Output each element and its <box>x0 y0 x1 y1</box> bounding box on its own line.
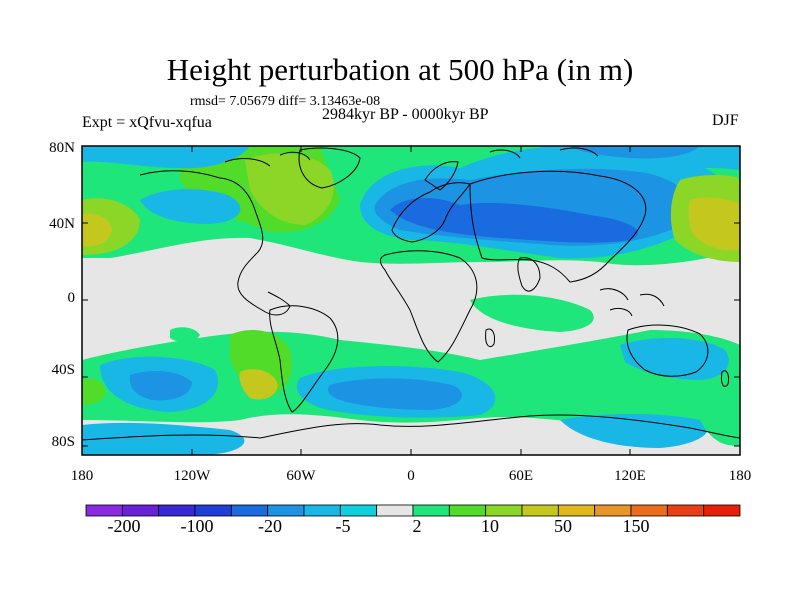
colorbar-label: 10 <box>481 516 499 536</box>
greenland-coast <box>298 147 361 189</box>
colorbar-swatch <box>594 504 632 517</box>
sh-yellow-patch <box>239 369 278 400</box>
season-label: DJF <box>712 112 739 129</box>
colorbar-swatch <box>121 504 160 517</box>
lon-label-60e: 60E <box>508 468 534 484</box>
nh-yellow-green <box>245 153 334 225</box>
madagascar-coast <box>485 328 495 348</box>
colorbar-label: -20 <box>258 516 282 536</box>
india-coast <box>517 257 541 292</box>
europe-blue-core <box>390 198 638 243</box>
arctic-islands <box>224 147 599 167</box>
australia-coast <box>626 324 709 377</box>
stats-text: rmsd= 7.05679 diff= 3.13463e-08 <box>190 94 381 109</box>
lat-label-80s: 80S <box>51 434 75 450</box>
arctic-blue-3 <box>570 146 700 159</box>
colorbar-swatch <box>85 504 123 517</box>
sh-low-antarctic-2 <box>560 414 708 448</box>
south-america-coast <box>269 305 339 413</box>
pacific-blue-low <box>140 189 241 224</box>
coastlines <box>82 147 740 441</box>
lon-label-0: 0 <box>407 468 415 484</box>
scandinavia-coast <box>424 161 459 191</box>
colorbar-swatch <box>703 504 741 517</box>
sh-green-edge-west <box>82 378 106 405</box>
lon-label-60w: 60W <box>286 468 316 484</box>
lat-label-40n: 40N <box>49 216 75 232</box>
height-perturbation-field <box>82 146 740 455</box>
lat-label-40s: 40S <box>51 362 75 378</box>
colorbar-swatch <box>230 504 269 517</box>
colorbar-swatch <box>267 504 305 517</box>
map-title: Height perturbation at 500 hPa (in m) <box>166 52 634 87</box>
se-asia-islands <box>599 288 665 317</box>
colorbar-swatch <box>557 504 596 517</box>
colorbar-swatch <box>412 504 450 517</box>
antarctica-coast <box>82 414 740 441</box>
sh-tropical-green <box>470 294 594 332</box>
colorbar-swatch <box>376 504 414 517</box>
colorbar-label: 150 <box>622 516 650 536</box>
sh-low-antarctic <box>82 422 245 455</box>
colorbar-swatch <box>194 504 232 517</box>
asia-coast <box>469 170 647 283</box>
colorbar-swatch <box>303 504 341 517</box>
colorbar <box>85 504 741 517</box>
axis-ticks <box>81 145 741 455</box>
sh-low-indian <box>620 338 729 380</box>
colorbar-swatch <box>339 504 378 517</box>
sh-green-edge <box>700 417 740 446</box>
north-america-coast <box>139 170 291 316</box>
lon-label-180e: 180 <box>728 468 752 484</box>
colorbar-swatch <box>448 504 487 517</box>
africa-coast <box>380 250 478 363</box>
sh-low-pacific-core <box>129 370 192 401</box>
lon-label-120w: 120W <box>173 468 211 484</box>
colorbar-label: 2 <box>412 516 422 536</box>
sh-tropical-green-2 <box>170 327 200 342</box>
colorbar-label: -200 <box>107 516 141 536</box>
experiment-label: Expt = xQfvu-xqfua <box>82 114 212 131</box>
colorbar-label: 50 <box>554 516 572 536</box>
lat-label-80n: 80N <box>49 140 75 156</box>
sh-low-atlantic-core <box>327 378 462 410</box>
colorbar-label: -5 <box>335 516 351 536</box>
period-label: 2984kyr BP - 0000kyr BP <box>322 106 489 123</box>
colorbar-swatch <box>158 504 196 517</box>
pacific-high-east-core <box>688 197 740 251</box>
colorbar-swatch <box>521 504 559 517</box>
colorbar-swatch <box>485 504 523 517</box>
pacific-high-west-core <box>82 213 112 247</box>
europe-coast <box>391 182 471 243</box>
colorbar-swatch <box>630 504 668 517</box>
new-zealand-coast <box>721 370 729 387</box>
lon-label-120e: 120E <box>614 468 646 484</box>
colorbar-label: -100 <box>180 516 214 536</box>
colorbar-swatch <box>666 504 705 517</box>
lat-label-0: 0 <box>67 290 76 306</box>
arctic-blue <box>82 146 250 169</box>
lon-label-180w: 180 <box>70 468 94 484</box>
